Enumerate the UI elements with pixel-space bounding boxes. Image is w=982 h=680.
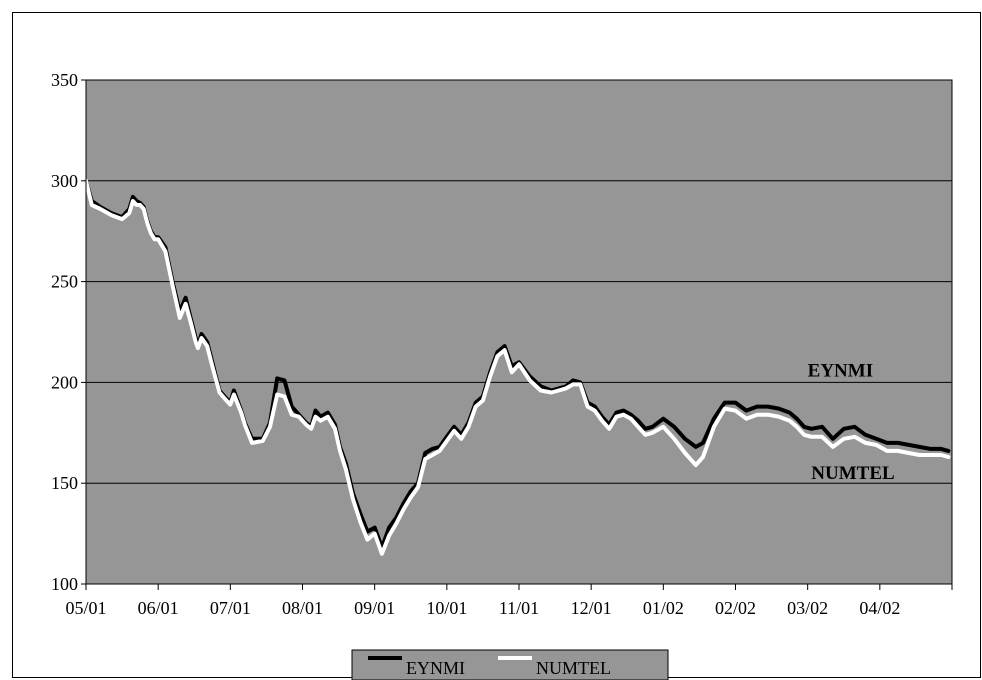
series-line-numtel xyxy=(84,178,951,556)
x-tick-label: 12/01 xyxy=(571,598,612,618)
y-tick-label: 250 xyxy=(51,272,78,292)
plot-area xyxy=(85,79,953,585)
x-tick-label: 02/02 xyxy=(715,598,756,618)
legend: EYNMI NUMTEL xyxy=(351,649,669,680)
legend-box xyxy=(351,649,669,680)
legend-label-numtel: NUMTEL xyxy=(536,658,611,678)
x-tick-label: 05/01 xyxy=(65,598,106,618)
x-tick-label: 08/01 xyxy=(282,598,323,618)
x-tick-label: 09/01 xyxy=(354,598,395,618)
x-tick-label: 10/01 xyxy=(426,598,467,618)
annotations: EYNMI NUMTEL xyxy=(808,360,895,484)
y-tick-label: 150 xyxy=(51,473,78,493)
series-layer xyxy=(84,178,951,556)
axes xyxy=(81,79,953,590)
annotation-eynmi: EYNMI xyxy=(808,360,873,381)
x-tick-labels: 05/01 06/01 07/01 08/01 09/01 10/01 11/01 12/01… xyxy=(65,598,900,618)
gridlines xyxy=(86,180,952,484)
y-tick-labels: 100 150 200 250 300 350 xyxy=(51,70,78,594)
y-tick-label: 300 xyxy=(51,171,78,191)
x-tick-label: 06/01 xyxy=(138,598,179,618)
y-tick-label: 350 xyxy=(51,70,78,90)
legend-label-eynmi: EYNMI xyxy=(406,658,465,678)
y-tick-label: 100 xyxy=(51,574,78,594)
annotation-numtel: NUMTEL xyxy=(811,463,894,484)
x-tick-label: 07/01 xyxy=(210,598,251,618)
x-tick-label: 03/02 xyxy=(787,598,828,618)
x-tick-label: 04/02 xyxy=(859,598,900,618)
x-tick-label: 11/01 xyxy=(499,598,539,618)
x-tick-label: 01/02 xyxy=(643,598,684,618)
y-tick-label: 200 xyxy=(51,372,78,392)
